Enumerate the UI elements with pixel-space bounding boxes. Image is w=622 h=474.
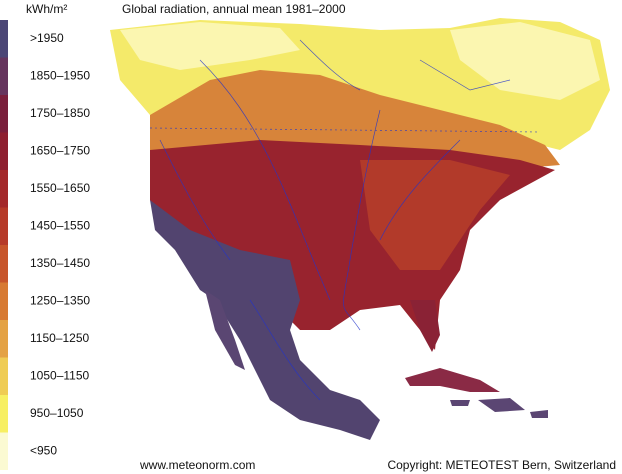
legend-swatch	[0, 432, 8, 470]
legend-swatch	[0, 320, 8, 358]
legend-swatch	[0, 132, 8, 170]
unit-label: kWh/m²	[26, 2, 67, 16]
region-north-light	[120, 22, 600, 100]
rivers	[149, 39, 541, 401]
legend-label: 1150–1250	[30, 331, 90, 345]
copyright: Copyright: METEOTEST Bern, Switzerland	[387, 458, 616, 472]
legend-swatch	[0, 245, 8, 283]
region-baja	[205, 290, 245, 370]
legend-label: 1050–1150	[30, 368, 90, 382]
legend-label: 1250–1350	[30, 293, 90, 307]
legend-label: 1650–1750	[30, 143, 90, 157]
website: www.meteonorm.com	[139, 458, 255, 472]
legend-swatch	[0, 282, 8, 320]
legend-swatch	[0, 95, 8, 133]
legend-label: 1850–1950	[30, 68, 90, 82]
region-southwest	[150, 200, 380, 440]
map	[110, 18, 610, 440]
legend-swatch	[0, 395, 8, 433]
legend: >1950 1850–1950 1750–1850 1650–1750 1550–165…	[0, 20, 90, 470]
legend-swatch	[0, 57, 8, 95]
legend-label: 1750–1850	[30, 106, 90, 120]
legend-label: 950–1050	[30, 406, 84, 420]
map-title: Global radiation, annual mean 1981–2000	[122, 2, 346, 16]
legend-label: >1950	[30, 31, 64, 45]
legend-label: 1350–1450	[30, 256, 90, 270]
legend-label: 1550–1650	[30, 181, 90, 195]
legend-swatch	[0, 357, 8, 395]
region-hispaniola	[450, 398, 548, 418]
legend-swatch	[0, 20, 8, 58]
legend-label: <950	[30, 443, 57, 457]
legend-label: 1450–1550	[30, 218, 90, 232]
region-cuba	[405, 368, 500, 392]
region-us-east	[360, 160, 510, 270]
legend-swatch	[0, 170, 8, 208]
region-florida	[410, 300, 440, 352]
legend-swatch	[0, 207, 8, 245]
